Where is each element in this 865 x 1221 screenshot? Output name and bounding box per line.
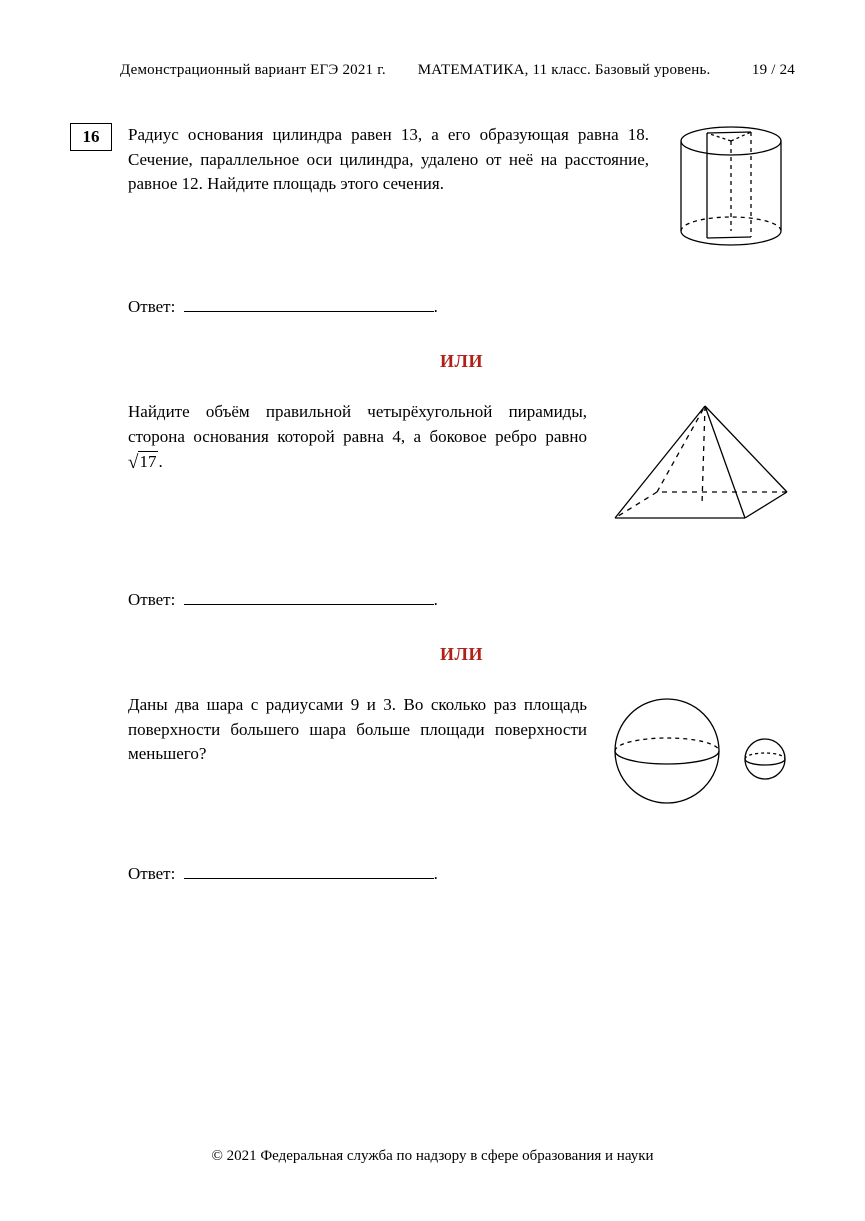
page-footer: © 2021 Федеральная служба по надзору в с… [0, 1148, 865, 1165]
header-left: Демонстрационный вариант ЕГЭ 2021 г. [120, 62, 386, 78]
sqrt-value: 17 [138, 451, 158, 471]
answer-blank [184, 588, 434, 605]
header-page: 19 / 24 [752, 62, 795, 79]
task-1-text: Радиус основания цилиндра равен 13, а ег… [128, 123, 649, 197]
spheres-icon [605, 693, 795, 808]
answer-label: Ответ: [128, 864, 175, 883]
answer-blank [184, 295, 434, 312]
task-3-block: Даны два шара с радиусами 9 и 3. Во скол… [128, 693, 795, 884]
answer-label: Ответ: [128, 590, 175, 609]
task-1-figure [667, 123, 795, 251]
answer-blank [184, 862, 434, 879]
answer-label: Ответ: [128, 297, 175, 316]
page: Демонстрационный вариант ЕГЭ 2021 г. МАТ… [0, 0, 865, 1221]
content: 16 Радиус основания цилиндра равен 13, а… [70, 123, 795, 884]
or-separator-1: ИЛИ [70, 351, 795, 372]
task-1: Радиус основания цилиндра равен 13, а ег… [128, 123, 795, 251]
task-1-row: 16 Радиус основания цилиндра равен 13, а… [70, 123, 795, 317]
task-3: Даны два шара с радиусами 9 и 3. Во скол… [128, 693, 795, 808]
task-2-text-b: . [158, 452, 162, 471]
task-3-text: Даны два шара с радиусами 9 и 3. Во скол… [128, 693, 587, 767]
task-2-answer: Ответ: . [128, 588, 795, 610]
task-2: Найдите объём правильной четырёхугольной… [128, 400, 795, 528]
task-3-figure [605, 693, 795, 808]
task-2-text: Найдите объём правильной четырёхугольной… [128, 400, 587, 477]
task-2-text-a: Найдите объём правильной четырёхугольной… [128, 402, 587, 446]
header-mid: МАТЕМАТИКА, 11 класс. Базовый уровень. [418, 62, 711, 78]
sqrt-expr: √17 [128, 452, 158, 471]
task-2-figure [605, 400, 795, 528]
task-3-answer: Ответ: . [128, 862, 795, 884]
pyramid-icon [605, 400, 795, 528]
page-header: Демонстрационный вариант ЕГЭ 2021 г. МАТ… [70, 62, 795, 79]
cylinder-icon [667, 123, 795, 251]
task-1-answer: Ответ: . [128, 295, 795, 317]
task-2-block: Найдите объём правильной четырёхугольной… [128, 400, 795, 610]
question-number-box: 16 [70, 123, 112, 151]
or-separator-2: ИЛИ [70, 644, 795, 665]
